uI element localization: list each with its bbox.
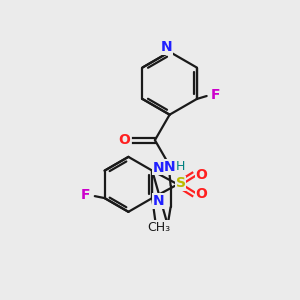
Text: H: H bbox=[176, 160, 185, 173]
Text: S: S bbox=[176, 176, 186, 190]
Text: N: N bbox=[152, 194, 164, 208]
Text: N: N bbox=[164, 160, 176, 174]
Text: O: O bbox=[118, 133, 130, 147]
Text: N: N bbox=[152, 161, 164, 175]
Text: O: O bbox=[195, 187, 207, 201]
Text: CH₃: CH₃ bbox=[148, 221, 171, 234]
Text: N: N bbox=[161, 40, 172, 54]
Text: F: F bbox=[211, 88, 220, 102]
Text: F: F bbox=[81, 188, 91, 202]
Text: O: O bbox=[195, 167, 207, 182]
